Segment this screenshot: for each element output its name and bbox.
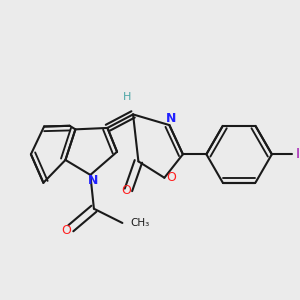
Text: O: O — [122, 184, 132, 197]
Text: H: H — [122, 92, 131, 102]
Text: CH₃: CH₃ — [130, 218, 150, 228]
Text: I: I — [296, 147, 299, 161]
Text: N: N — [88, 174, 98, 187]
Text: O: O — [167, 170, 176, 184]
Text: N: N — [166, 112, 176, 125]
Text: O: O — [61, 224, 71, 237]
